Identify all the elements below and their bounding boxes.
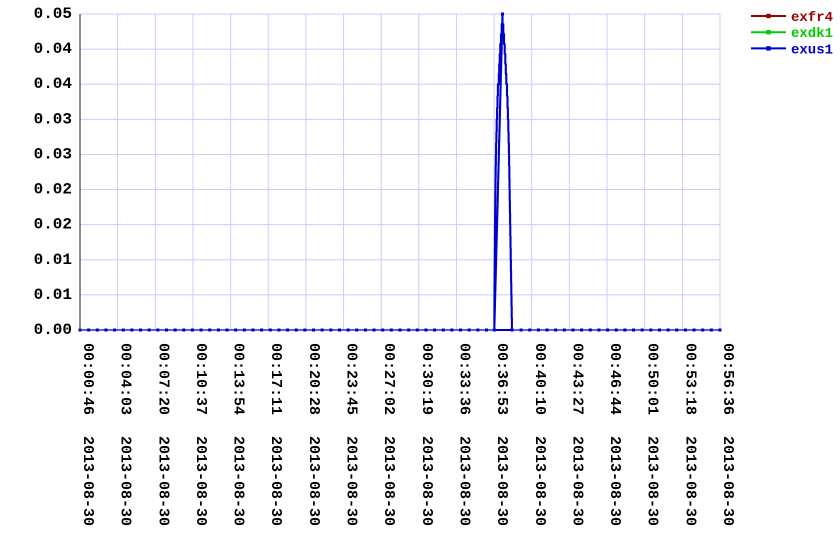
svg-text:2013-08-30: 2013-08-30 (117, 436, 134, 526)
svg-text:2013-08-30: 2013-08-30 (380, 436, 397, 526)
svg-text:00:43:27: 00:43:27 (568, 343, 585, 415)
svg-text:00:46:44: 00:46:44 (606, 343, 623, 415)
svg-text:2013-08-30: 2013-08-30 (192, 436, 209, 526)
svg-text:00:23:45: 00:23:45 (343, 343, 360, 415)
svg-text:exus1: exus1 (791, 42, 833, 58)
svg-text:00:13:54: 00:13:54 (230, 343, 247, 415)
svg-text:00:50:01: 00:50:01 (644, 343, 661, 415)
svg-text:00:00:46: 00:00:46 (79, 343, 96, 415)
svg-text:2013-08-30: 2013-08-30 (606, 436, 623, 526)
svg-text:2013-08-30: 2013-08-30 (681, 436, 698, 526)
svg-text:2013-08-30: 2013-08-30 (343, 436, 360, 526)
svg-text:0.04: 0.04 (34, 40, 73, 58)
svg-text:00:10:37: 00:10:37 (192, 343, 209, 415)
svg-text:00:56:36: 00:56:36 (719, 343, 736, 415)
svg-text:00:36:53: 00:36:53 (493, 343, 510, 415)
svg-text:0.04: 0.04 (34, 75, 73, 93)
svg-text:0.05: 0.05 (34, 5, 72, 23)
svg-text:2013-08-30: 2013-08-30 (230, 436, 247, 526)
svg-text:00:33:36: 00:33:36 (455, 343, 472, 415)
svg-text:exfr4: exfr4 (791, 10, 833, 26)
svg-text:2013-08-30: 2013-08-30 (267, 436, 284, 526)
svg-text:2013-08-30: 2013-08-30 (568, 436, 585, 526)
svg-text:00:53:18: 00:53:18 (681, 343, 698, 415)
svg-text:0.02: 0.02 (34, 181, 72, 199)
svg-text:2013-08-30: 2013-08-30 (493, 436, 510, 526)
svg-text:2013-08-30: 2013-08-30 (154, 436, 171, 526)
svg-text:0.03: 0.03 (34, 110, 72, 128)
svg-text:00:27:02: 00:27:02 (380, 343, 397, 415)
svg-text:exdk1: exdk1 (791, 26, 833, 42)
svg-text:0.02: 0.02 (34, 216, 72, 234)
svg-text:00:17:11: 00:17:11 (267, 343, 284, 415)
svg-text:00:04:03: 00:04:03 (117, 343, 134, 415)
svg-text:2013-08-30: 2013-08-30 (531, 436, 548, 526)
svg-text:00:30:19: 00:30:19 (418, 343, 435, 415)
svg-text:0.01: 0.01 (34, 286, 72, 304)
svg-text:2013-08-30: 2013-08-30 (644, 436, 661, 526)
svg-text:0.00: 0.00 (34, 321, 72, 339)
svg-text:00:07:20: 00:07:20 (154, 343, 171, 415)
svg-text:00:40:10: 00:40:10 (531, 343, 548, 415)
svg-text:2013-08-30: 2013-08-30 (455, 436, 472, 526)
svg-text:2013-08-30: 2013-08-30 (79, 436, 96, 526)
svg-text:2013-08-30: 2013-08-30 (305, 436, 322, 526)
svg-text:0.03: 0.03 (34, 145, 72, 163)
svg-text:2013-08-30: 2013-08-30 (418, 436, 435, 526)
svg-text:2013-08-30: 2013-08-30 (719, 436, 736, 526)
svg-text:00:20:28: 00:20:28 (305, 343, 322, 415)
svg-text:0.01: 0.01 (34, 251, 72, 269)
